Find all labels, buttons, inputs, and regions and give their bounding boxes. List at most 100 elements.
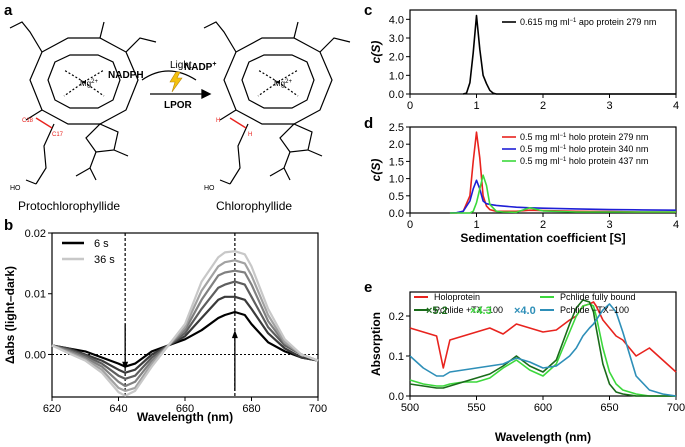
legend-label: 36 s (94, 254, 115, 266)
x-tick-label: 700 (309, 403, 327, 415)
panel-label-d: d (364, 115, 373, 132)
nadp-label: NADP+ (184, 61, 216, 73)
c17-label-left: C17 (52, 132, 64, 138)
x-tick-label: 4 (673, 219, 679, 231)
series-line-5 (51, 250, 319, 397)
panel-label-e: e (364, 279, 372, 296)
legend-label: 6 s (94, 238, 109, 250)
series-line-3 (409, 303, 677, 397)
h-label-right-2: H (248, 132, 252, 138)
lpor-label: LPOR (164, 100, 193, 111)
series-line-0 (51, 310, 319, 368)
y-tick-label: 0.0 (389, 208, 404, 220)
c18-label-left: C18 (22, 118, 34, 124)
y-tick-label: 0.01 (25, 289, 46, 301)
legend-label: Pchlide −TX−100 (560, 305, 629, 315)
y-axis-label: Δabs (light–dark) (3, 266, 17, 364)
series-line-3 (51, 269, 319, 388)
x-tick-label: 1 (473, 100, 479, 112)
up-arrow-head (231, 330, 238, 339)
y-tick-label: 0.1 (389, 351, 404, 363)
series-line-1 (51, 295, 319, 374)
x-tick-label: 700 (667, 402, 685, 414)
panel-label-c: c (364, 2, 372, 19)
protochlorophyllide-c17-c18-highlight (35, 117, 53, 129)
y-tick-label: 3.0 (389, 33, 404, 45)
y-axis-label: c(S) (369, 41, 383, 64)
y-tick-label: 0.0 (389, 89, 404, 101)
series-line-0 (409, 301, 677, 373)
y-tick-label: 1.0 (389, 174, 404, 186)
panel-label-a: a (4, 2, 13, 19)
x-tick-label: 0 (407, 219, 413, 231)
x-tick-label: 600 (534, 402, 552, 414)
chlorophyllide-structure (203, 21, 351, 185)
multiplier-label: ×4.3 (470, 305, 492, 317)
series-line-2 (51, 280, 319, 380)
chart-c: 0 1 2 3 4 0.0 1.0 2.0 3.0 4.0 c(S) 0.615 mg ml−1 ap… (369, 9, 679, 112)
x-tick-label: 680 (242, 403, 260, 415)
light-label: Light (170, 60, 192, 71)
series-line-1 (409, 303, 676, 397)
reactant-name: Protochlorophyllide (18, 199, 120, 213)
y-tick-label: 0.5 (389, 191, 404, 203)
y-tick-label: 0.00 (25, 349, 46, 361)
x-tick-label: 4 (673, 100, 679, 112)
legend-label: 0.5 mg ml−1 holo protein 279 nm (520, 132, 648, 142)
chart-d: 0 1 2 3 4 0.0 0.5 1.0 1.5 2.0 2.5 Sedimentation coe… (369, 122, 679, 245)
chlorophyllide-c17-c18-highlight (229, 117, 247, 129)
x-tick-label: 2 (540, 219, 546, 231)
x-axis-label: Wavelength (nm) (495, 430, 591, 444)
chart-e: 500 550 600 650 700 0.0 0.1 0.2 Wavelength (nm) A… (369, 291, 685, 444)
panel-label-b: b (4, 217, 13, 234)
x-tick-label: 550 (467, 402, 485, 414)
x-tick-label: 3 (606, 100, 612, 112)
y-tick-label: 1.0 (389, 70, 404, 82)
legend-label: Holoprotein (434, 292, 480, 302)
y-tick-label: 1.5 (389, 156, 404, 168)
x-axis-label: Sedimentation coefficient [S] (460, 231, 625, 245)
x-tick-label: 650 (600, 402, 618, 414)
legend-label: Pchlide +TX−100 (434, 305, 503, 315)
y-tick-label: 0.02 (25, 228, 46, 240)
legend-label: 0.615 mg ml−1 apo protein 279 nm (520, 17, 656, 27)
nadph-label: NADPH (108, 70, 144, 81)
x-tick-label: 660 (176, 403, 194, 415)
series-line-2 (449, 174, 676, 214)
x-tick-label: 2 (540, 100, 546, 112)
ho-label-right: HO (204, 185, 215, 192)
plot-frame (51, 232, 319, 398)
product-name: Chlorophyllide (216, 199, 292, 213)
y-tick-label: 0.0 (389, 391, 404, 403)
y-tick-label: 2.0 (389, 139, 404, 151)
x-tick-label: 640 (109, 403, 127, 415)
light-bolt-icon (169, 71, 183, 93)
y-tick-label: 0.2 (389, 311, 404, 323)
protochlorophyllide-structure (9, 21, 157, 185)
y-tick-label: 2.0 (389, 52, 404, 64)
ho-label-left: HO (10, 185, 21, 192)
x-tick-label: 1 (473, 219, 479, 231)
legend-label: 0.5 mg ml−1 holo protein 340 nm (520, 144, 648, 154)
y-axis-label: c(S) (369, 159, 383, 182)
series-line-4 (51, 259, 319, 392)
x-axis-label: Wavelength (nm) (137, 410, 233, 424)
x-tick-label: 500 (401, 402, 419, 414)
metal-label-right: Mg2+ (274, 79, 292, 88)
x-tick-label: 620 (43, 403, 61, 415)
reaction-arrow (141, 70, 212, 100)
multiplier-label: ×4.0 (514, 305, 536, 317)
x-tick-label: 0 (407, 100, 413, 112)
series-line-0 (462, 14, 676, 95)
multiplier-label: ×5.2 (426, 305, 448, 317)
h-label-right: H (216, 118, 220, 124)
metal-label-left: Mg2+ (80, 79, 98, 88)
legend-label: Pchlide fully bound (560, 292, 636, 302)
series-line-2 (409, 299, 676, 397)
y-axis-label: Absorption (369, 312, 383, 376)
y-tick-label: 4.0 (389, 14, 404, 26)
y-tick-label: 2.5 (389, 122, 404, 134)
x-tick-label: 3 (606, 219, 612, 231)
chart-b: 620 640 660 680 700 0.00 0.01 0.02 Wavelength (n… (3, 228, 327, 424)
